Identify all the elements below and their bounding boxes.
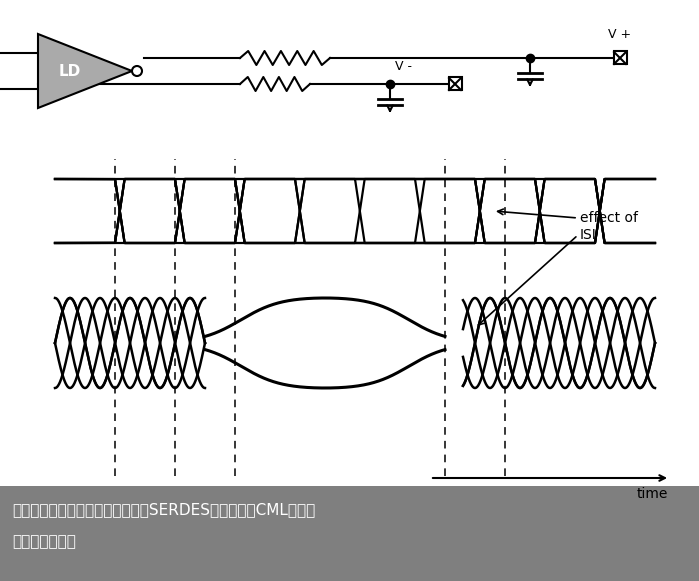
- Text: time: time: [637, 487, 668, 501]
- Text: ISI: ISI: [580, 228, 597, 242]
- Text: LD: LD: [59, 63, 81, 78]
- Text: effect of: effect of: [580, 211, 638, 225]
- Bar: [449, 77, 462, 90]
- Text: V +: V +: [608, 28, 631, 41]
- Polygon shape: [38, 34, 132, 108]
- Circle shape: [132, 66, 142, 76]
- Text: 高速串行总线设计基础（八）揭秘SERDES高速面纱之CML电平标: 高速串行总线设计基础（八）揭秘SERDES高速面纱之CML电平标: [12, 502, 315, 517]
- Bar: [614, 51, 627, 64]
- Text: 准与预加重技术: 准与预加重技术: [12, 534, 76, 549]
- Text: V -: V -: [395, 60, 412, 73]
- Bar: [0, 486, 699, 581]
